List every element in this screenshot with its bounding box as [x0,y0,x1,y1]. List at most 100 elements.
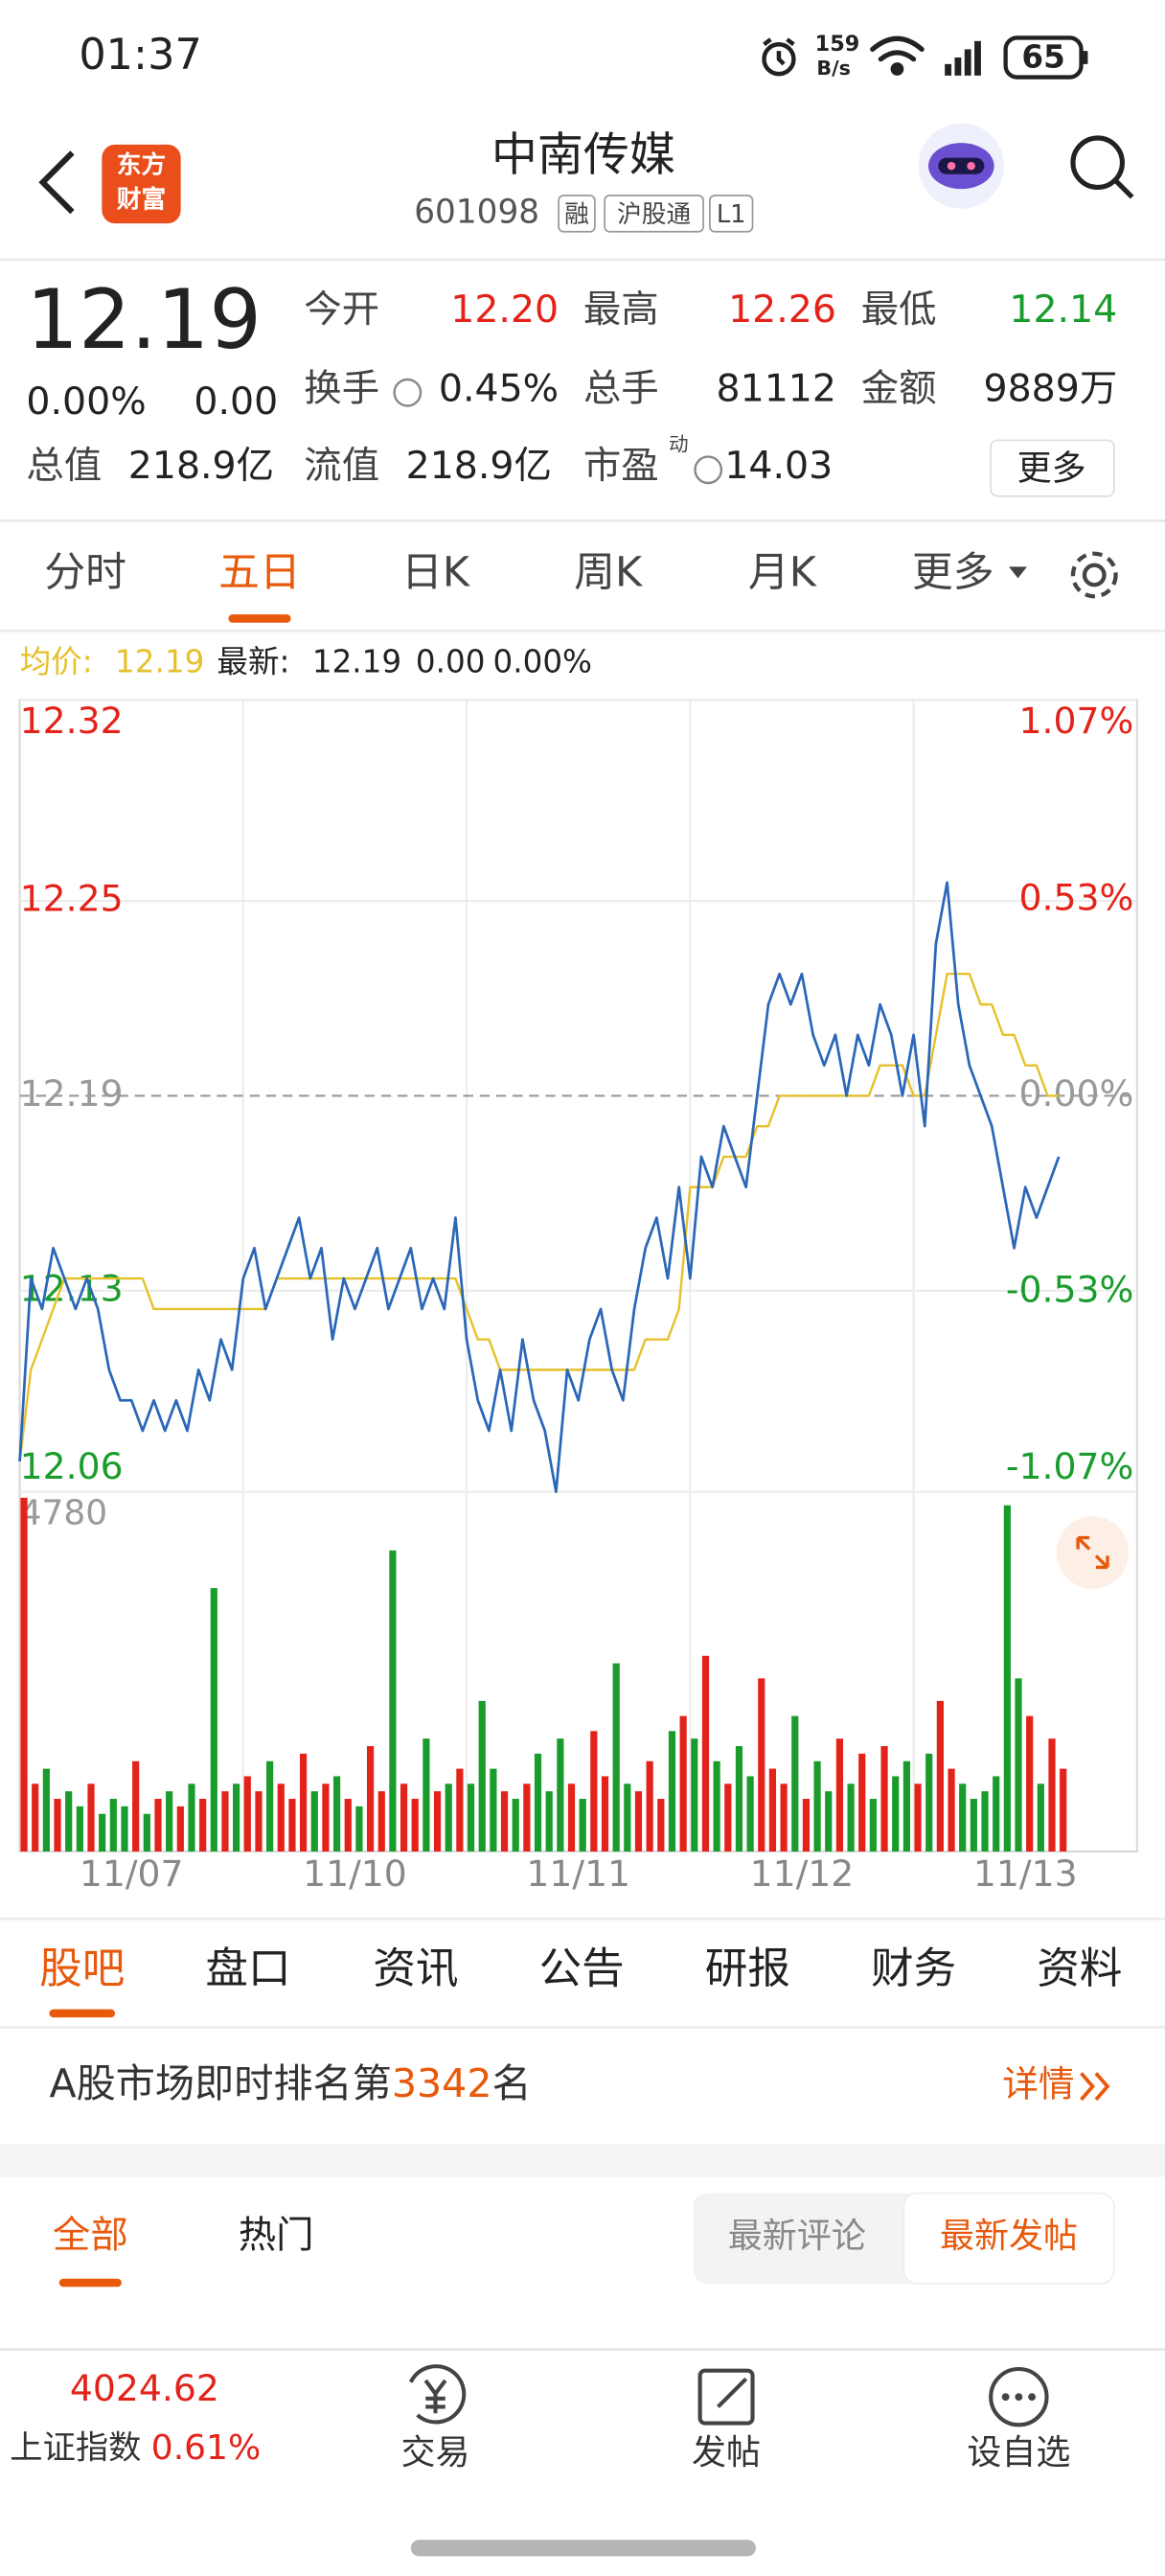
info-icon[interactable] [694,455,723,485]
volume-bar [835,1738,844,1852]
section-tab[interactable]: 盘口 [205,1944,290,1993]
y-tick-label: 12.19 [20,1072,124,1115]
volume-bar [701,1655,710,1852]
tab-indicator [58,2278,122,2288]
volume-bar [143,1813,150,1852]
tag-box [709,195,754,233]
volume-bar [724,1783,732,1852]
logo-text: 东方 [117,150,166,180]
field-label: 换手 [304,367,379,411]
field-label: 市盈 [583,444,659,488]
volume-bar [266,1760,274,1852]
volume-bar [902,1760,910,1852]
volume-bar [869,1799,878,1852]
volume-bar [657,1799,665,1852]
section-tab[interactable]: 股吧 [39,1944,125,1993]
index-name[interactable]: 上证指数 [10,2429,141,2468]
section-tab[interactable]: 资讯 [373,1944,458,1993]
settings-button[interactable] [1070,551,1118,599]
nav-label[interactable]: 发帖 [692,2433,761,2472]
period-tab[interactable]: 周K [574,549,643,597]
volume-bar [948,1768,955,1852]
section-tab[interactable]: 研报 [705,1944,790,1993]
sort-active-bg [902,2192,1115,2285]
y-tick-label: 12.13 [20,1267,124,1309]
index-value[interactable]: 4024.62 [70,2367,219,2409]
volume-bar [32,1783,39,1852]
period-tab[interactable]: 日K [401,549,470,597]
volume-bar [445,1783,452,1852]
field-value: 218.9亿 [406,444,552,488]
assistant-avatar[interactable] [918,123,1004,209]
volume-bar [42,1768,50,1852]
volume-bar [925,1753,933,1852]
nav-label[interactable]: 设自选 [967,2433,1070,2472]
y-tick-label: 12.06 [20,1445,124,1487]
volume-bar [758,1678,765,1852]
volume-bar [892,1776,900,1852]
expand-button[interactable] [1056,1516,1130,1589]
period-tab[interactable]: 更多 [912,549,994,597]
info-icon[interactable] [393,378,423,407]
more-button[interactable] [990,439,1115,497]
volume-bar [713,1760,720,1852]
volume-bar [858,1753,866,1852]
section-tab[interactable]: 财务 [871,1944,956,1993]
back-button[interactable] [38,150,75,215]
rank-detail[interactable]: 详情 [1002,2063,1074,2105]
volume-bar [634,1791,643,1852]
volume-bar [366,1746,375,1852]
watchlist-icon[interactable] [989,2366,1049,2427]
legend-latest-change: 0.00 [416,644,486,680]
dropdown-caret[interactable] [1009,566,1027,579]
field-value: 14.03 [724,444,833,488]
section-tab[interactable]: 公告 [539,1944,625,1993]
stock-name: 中南传媒 [491,128,675,182]
volume-bar [478,1700,486,1852]
nav-label[interactable]: 交易 [400,2433,469,2472]
period-tab[interactable]: 五日 [218,549,301,597]
more-label[interactable]: 更多 [1017,448,1086,488]
volume-bar [332,1776,341,1852]
battery-level: 65 [1021,39,1064,76]
volume-bar [377,1791,385,1852]
volume-bar [601,1776,609,1852]
period-tab[interactable]: 分时 [44,549,126,597]
post-icon[interactable] [697,2368,755,2426]
app-logo[interactable] [102,144,181,224]
feed-tab[interactable]: 热门 [239,2213,314,2257]
x-tick-label: 11/13 [973,1852,1078,1895]
volume-bar [65,1791,73,1852]
search-button[interactable] [1070,135,1134,199]
trade-icon[interactable] [408,2364,467,2425]
feed-tab[interactable]: 全部 [53,2213,128,2257]
section-tab[interactable]: 资料 [1037,1944,1122,1993]
tag: L1 [717,200,746,229]
volume-bar [166,1791,173,1852]
chart-frame [18,699,1138,1853]
volume-bar [746,1776,754,1852]
field-label: 金额 [861,367,937,411]
volume-bar [534,1753,542,1852]
detail-arrow[interactable] [1080,2072,1110,2102]
volume-bar [936,1700,944,1852]
volume-bar [233,1783,240,1852]
y2-tick-label: 0.53% [1019,876,1134,918]
volume-bar [847,1783,855,1852]
y2-tick-label: 1.07% [1019,700,1134,742]
volume-bar [802,1799,811,1852]
period-tab[interactable]: 月K [748,549,817,597]
volume-bar [76,1806,83,1852]
volume-bar [243,1776,251,1852]
volume-bar [54,1799,61,1852]
sort-option[interactable]: 最新评论 [728,2217,866,2256]
rank-number: 3342 [392,2060,492,2106]
volume-bar [567,1783,576,1852]
sort-option[interactable]: 最新发帖 [940,2217,1078,2256]
volume-bar [288,1799,296,1852]
index-change[interactable]: 0.61% [151,2428,261,2468]
volume-bar [490,1768,497,1852]
volume-bar [512,1799,519,1852]
volume-bar [310,1791,318,1852]
volume-bar [981,1791,989,1852]
